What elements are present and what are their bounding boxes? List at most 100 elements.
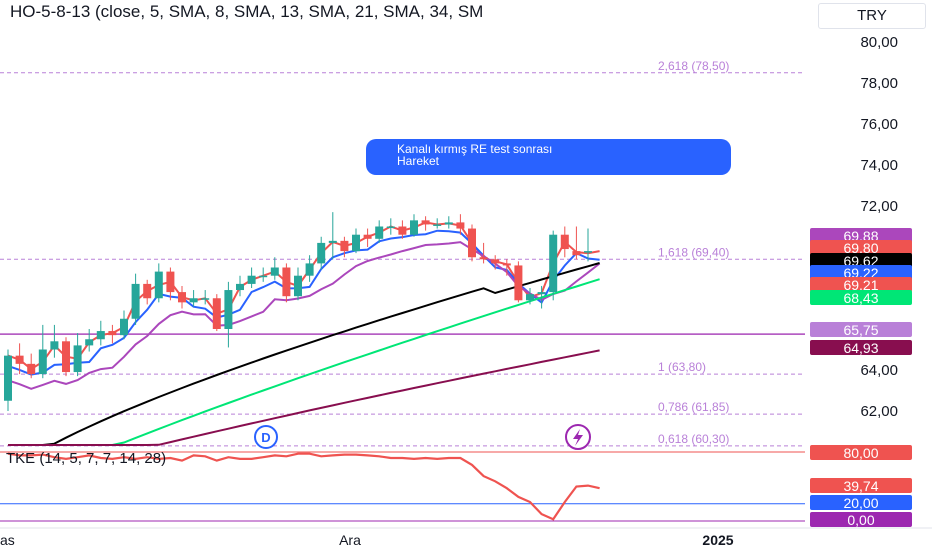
price-tag-bg — [810, 240, 912, 255]
dividend-marker: D — [254, 425, 278, 449]
candle — [421, 216, 430, 231]
price-tag: 69,80 — [810, 240, 912, 256]
candle — [444, 216, 453, 229]
chart-markers[interactable]: D — [254, 424, 591, 450]
candle-body — [549, 234, 558, 293]
candle — [178, 285, 186, 309]
sma-55-line — [8, 349, 600, 446]
candle — [85, 329, 94, 352]
candle-body — [456, 222, 465, 229]
candle — [62, 337, 70, 377]
candle — [189, 290, 198, 307]
candle-body — [154, 271, 163, 299]
candle — [166, 267, 175, 301]
dividend-circle — [254, 425, 278, 449]
y-tick-label: 72,00 — [860, 198, 898, 215]
price-tag-bg — [810, 322, 912, 337]
price-tag-bg — [810, 277, 912, 292]
candle-body — [15, 355, 24, 364]
candle — [572, 226, 581, 260]
price-tag: 65,75 — [810, 322, 912, 338]
candle — [352, 228, 360, 254]
candle — [236, 275, 244, 297]
chart-title: HO-5-8-13 (close, 5, SMA, 8, SMA, 13, SM… — [10, 2, 484, 21]
candle — [502, 259, 511, 276]
price-tag: 64,93 — [810, 340, 912, 356]
moving-averages — [7, 221, 601, 446]
price-tag-text: 68,43 — [843, 290, 878, 306]
candle-body — [537, 292, 546, 295]
candle — [96, 320, 105, 346]
candle — [212, 294, 221, 332]
fibonacci-levels: 2,618 (78,50) 1,618 (69,40) 1 (63,80) 0,786… — [0, 59, 805, 447]
lightning-marker — [565, 424, 591, 450]
candle-body — [50, 341, 59, 350]
y-tick-label: 74,00 — [860, 157, 898, 174]
candle — [340, 236, 349, 258]
sma-5-line — [7, 221, 600, 371]
candle-body — [352, 234, 360, 252]
candle-body — [120, 318, 128, 336]
candle-body — [328, 240, 337, 243]
price-tag-bg — [810, 253, 912, 268]
chart-annotation[interactable]: Kanalı kırmış RE test sonrası Hareket — [366, 139, 731, 175]
dividend-letter: D — [261, 430, 270, 445]
candle-body — [560, 234, 569, 250]
time-axis: as Ara 2025 — [0, 527, 932, 548]
candle-body — [201, 298, 210, 300]
price-tag-text: 65,75 — [843, 322, 878, 338]
candle-body — [247, 275, 256, 284]
candle — [282, 263, 291, 303]
annotation-line-2: Hareket — [397, 154, 440, 168]
sma-8-line — [7, 229, 600, 376]
candle — [317, 236, 326, 270]
candle-body — [38, 349, 47, 375]
candle — [537, 285, 546, 309]
osc-tag-text: 0,00 — [847, 512, 874, 528]
candle — [560, 226, 569, 258]
candle-body — [502, 263, 511, 266]
candle — [294, 267, 302, 301]
x-tick-label: Ara — [339, 532, 361, 548]
candle — [398, 220, 407, 239]
candle-body — [572, 251, 581, 256]
candle-body — [317, 242, 326, 264]
candle — [584, 228, 592, 262]
candle-body — [85, 339, 94, 346]
price-tag-text: 69,21 — [843, 277, 878, 293]
candle-body — [444, 222, 453, 225]
y-tick-label: 80,00 — [860, 34, 898, 51]
candle — [143, 279, 152, 305]
candle — [491, 255, 500, 270]
candle — [363, 228, 372, 247]
candle-body — [468, 228, 476, 258]
candle — [108, 324, 117, 344]
candle-body — [305, 263, 314, 276]
price-tag-text: 64,93 — [843, 340, 878, 356]
sma-34-line — [8, 278, 600, 446]
candle — [224, 281, 233, 348]
candle-body — [526, 294, 534, 301]
fib-label: 1,618 (69,40) — [658, 245, 729, 259]
candle-body — [375, 226, 384, 239]
currency-selector[interactable]: TRY — [818, 3, 926, 29]
osc-tag-bg — [810, 478, 912, 493]
candle-body — [131, 283, 140, 319]
candle — [259, 267, 268, 282]
candle-body — [189, 298, 198, 303]
osc-title: TKE (14, 5, 7, 7, 14, 28) — [6, 450, 166, 467]
candle-body — [514, 265, 523, 301]
fib-label: 1 (63,80) — [658, 360, 706, 374]
candle-body — [386, 226, 395, 228]
price-tag: 69,21 — [810, 277, 912, 293]
osc-tag-bg — [810, 495, 912, 510]
candle-body — [491, 259, 500, 264]
candle — [154, 263, 163, 303]
fib-label: 2,618 (78,50) — [658, 59, 729, 73]
osc-tag-bg — [810, 445, 912, 460]
candle — [4, 349, 12, 411]
fib-label: 0,618 (60,30) — [658, 432, 729, 446]
candle-body — [4, 355, 12, 401]
candle-body — [282, 267, 291, 297]
